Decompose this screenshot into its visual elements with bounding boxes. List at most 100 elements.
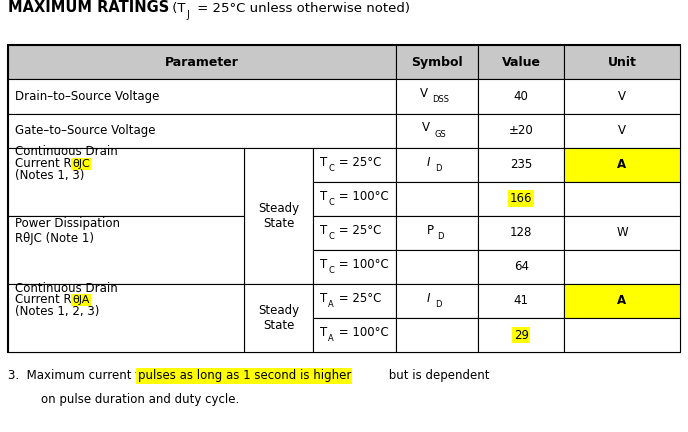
- Text: θJC: θJC: [72, 159, 90, 168]
- Bar: [244, 148, 313, 284]
- Text: P: P: [427, 224, 434, 237]
- Text: 64: 64: [514, 260, 528, 273]
- Text: Power Dissipation: Power Dissipation: [15, 217, 120, 230]
- Text: Current R: Current R: [15, 157, 72, 170]
- Text: RθJC (Note 1): RθJC (Note 1): [15, 232, 94, 245]
- Bar: [313, 284, 396, 318]
- Text: 41: 41: [514, 295, 528, 308]
- Text: Current R: Current R: [15, 293, 72, 306]
- Text: A: A: [328, 300, 334, 309]
- Bar: [8, 148, 244, 216]
- Text: T: T: [320, 224, 327, 237]
- Text: Gate–to–Source Voltage: Gate–to–Source Voltage: [15, 124, 155, 137]
- Bar: [478, 182, 564, 216]
- Text: Steady
State: Steady State: [258, 202, 299, 230]
- Text: I: I: [427, 156, 430, 168]
- Text: V: V: [618, 124, 626, 137]
- Text: J: J: [186, 10, 189, 20]
- Bar: [396, 148, 478, 182]
- Bar: [8, 79, 396, 114]
- Bar: [396, 114, 478, 148]
- Text: D: D: [437, 232, 443, 241]
- Text: = 25°C unless otherwise noted): = 25°C unless otherwise noted): [193, 2, 409, 15]
- Text: Steady
State: Steady State: [258, 304, 299, 332]
- Bar: [313, 250, 396, 284]
- Bar: [478, 284, 564, 318]
- Text: 29: 29: [514, 329, 528, 342]
- Text: V: V: [618, 90, 626, 103]
- Text: = 100°C: = 100°C: [335, 258, 389, 271]
- Text: (T: (T: [168, 2, 185, 15]
- Bar: [564, 79, 680, 114]
- Text: ±20: ±20: [509, 124, 533, 137]
- Bar: [396, 182, 478, 216]
- Bar: [396, 318, 478, 352]
- Text: 3.  Maximum current for: 3. Maximum current for: [8, 369, 155, 382]
- Bar: [396, 216, 478, 250]
- Text: = 25°C: = 25°C: [335, 292, 381, 305]
- Text: Symbol: Symbol: [411, 56, 463, 69]
- Bar: [313, 216, 396, 250]
- Text: A: A: [617, 158, 627, 171]
- Text: 166: 166: [510, 192, 533, 205]
- Bar: [478, 79, 564, 114]
- Bar: [564, 148, 680, 182]
- Bar: [396, 79, 478, 114]
- Text: Drain–to–Source Voltage: Drain–to–Source Voltage: [15, 90, 160, 103]
- Text: 235: 235: [510, 158, 533, 171]
- Text: DSS: DSS: [432, 95, 449, 105]
- Bar: [313, 148, 396, 182]
- Text: Continuous Drain: Continuous Drain: [15, 145, 118, 158]
- Bar: [8, 45, 396, 79]
- Bar: [313, 318, 396, 352]
- Text: C: C: [328, 198, 334, 207]
- Bar: [564, 284, 680, 318]
- Text: D: D: [436, 164, 442, 173]
- Text: A: A: [617, 295, 627, 308]
- Bar: [478, 148, 564, 182]
- Text: I: I: [427, 292, 430, 305]
- Bar: [564, 250, 680, 284]
- Text: D: D: [436, 300, 442, 309]
- Text: (Notes 1, 2, 3): (Notes 1, 2, 3): [15, 305, 100, 318]
- Text: but is dependent: but is dependent: [385, 369, 490, 382]
- Text: = 100°C: = 100°C: [335, 190, 389, 203]
- Text: θJA: θJA: [72, 295, 89, 305]
- Text: 40: 40: [514, 90, 528, 103]
- Text: T: T: [320, 190, 327, 203]
- Text: Value: Value: [502, 56, 541, 69]
- Text: V: V: [422, 121, 430, 134]
- Bar: [396, 45, 478, 79]
- Bar: [8, 45, 680, 352]
- Text: = 25°C: = 25°C: [335, 156, 381, 168]
- Bar: [8, 284, 244, 352]
- Text: C: C: [328, 266, 334, 275]
- Bar: [313, 182, 396, 216]
- Text: pulses as long as 1 second is higher: pulses as long as 1 second is higher: [138, 369, 351, 382]
- Bar: [564, 216, 680, 250]
- Bar: [8, 114, 396, 148]
- Bar: [8, 216, 244, 284]
- Bar: [564, 182, 680, 216]
- Text: W: W: [616, 226, 627, 239]
- Text: on pulse duration and duty cycle.: on pulse duration and duty cycle.: [41, 393, 239, 406]
- Text: = 100°C: = 100°C: [335, 326, 389, 339]
- Bar: [478, 45, 564, 79]
- Text: T: T: [320, 258, 327, 271]
- Text: T: T: [320, 292, 327, 305]
- Bar: [478, 114, 564, 148]
- Text: C: C: [328, 164, 334, 173]
- Text: GS: GS: [434, 130, 446, 139]
- Text: V: V: [420, 87, 428, 100]
- Bar: [396, 250, 478, 284]
- Bar: [244, 284, 313, 352]
- Text: 128: 128: [510, 226, 533, 239]
- Bar: [564, 45, 680, 79]
- Text: (Notes 1, 3): (Notes 1, 3): [15, 169, 85, 182]
- Bar: [478, 250, 564, 284]
- Text: Unit: Unit: [608, 56, 636, 69]
- Bar: [564, 318, 680, 352]
- Text: MAXIMUM RATINGS: MAXIMUM RATINGS: [8, 0, 169, 15]
- Text: T: T: [320, 326, 327, 339]
- Text: A: A: [328, 334, 334, 343]
